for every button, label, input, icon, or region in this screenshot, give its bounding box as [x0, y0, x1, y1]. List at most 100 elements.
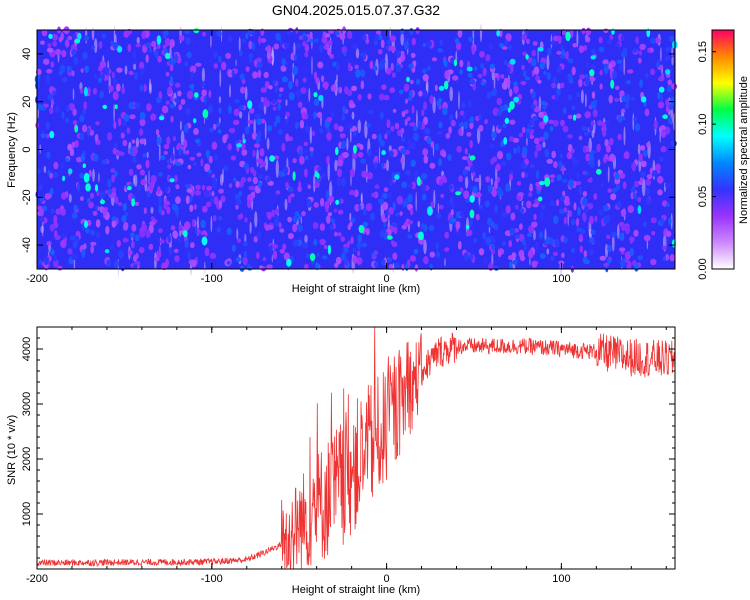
heatmap-cell	[95, 121, 100, 126]
heatmap-cell	[485, 54, 491, 62]
heatmap-cell	[429, 95, 434, 104]
heatmap-cell	[151, 40, 157, 48]
heatmap-cell	[239, 213, 244, 219]
heatmap-cell	[79, 114, 85, 123]
heatmap-cell	[450, 203, 456, 208]
heatmap-cell	[232, 119, 240, 126]
heatmap-cell	[448, 126, 452, 134]
heatmap-cell	[158, 172, 163, 177]
heatmap-cell	[352, 43, 358, 50]
heatmap-cell	[124, 211, 129, 217]
heatmap-cell	[390, 125, 395, 132]
heatmap-cell	[449, 196, 454, 205]
heatmap-cell	[458, 128, 463, 136]
heatmap-cell	[299, 119, 305, 129]
heatmap-cell	[249, 221, 252, 234]
heatmap-cell	[349, 168, 355, 178]
heatmap-cell	[104, 249, 110, 254]
heatmap-cell	[567, 57, 574, 64]
heatmap-cell	[120, 132, 125, 139]
heatmap-cell	[392, 252, 398, 260]
heatmap-cell	[170, 115, 174, 123]
heatmap-cell	[321, 172, 326, 179]
heatmap-cell	[38, 185, 43, 190]
heatmap-cell	[463, 190, 470, 200]
heatmap-cell	[333, 83, 336, 91]
heatmap-cell	[626, 80, 631, 85]
heatmap-cell	[394, 174, 400, 180]
heatmap-cell	[591, 48, 596, 55]
heatmap-cell	[601, 121, 607, 130]
snr-x-ticks: -200 -100 0 100	[26, 327, 667, 585]
heatmap-cell	[195, 184, 201, 190]
heatmap-cell	[351, 111, 355, 120]
heatmap-cell	[556, 174, 562, 181]
heatmap-cell	[483, 257, 488, 265]
heatmap-cell	[476, 127, 481, 144]
heatmap-cell	[499, 105, 504, 113]
heatmap-cell	[454, 38, 460, 44]
heatmap-cell	[324, 245, 328, 250]
heatmap-cell	[458, 175, 463, 183]
heatmap-cell	[106, 132, 113, 141]
heatmap-cell	[335, 199, 340, 205]
heatmap-cell	[546, 72, 552, 81]
heatmap-cell	[202, 205, 208, 213]
heatmap-cell	[263, 96, 268, 105]
heatmap-cell	[343, 256, 348, 266]
heatmap-cell	[571, 66, 576, 76]
heatmap-cell	[127, 43, 132, 53]
heatmap-cell	[45, 75, 51, 84]
heatmap-cell	[111, 187, 117, 193]
heatmap-cell	[482, 232, 487, 240]
heatmap-cell	[475, 192, 482, 198]
heatmap-cell	[286, 258, 292, 267]
heatmap-cell	[477, 73, 483, 79]
chart-title: GN04.2025.015.07.37.G32	[272, 2, 440, 18]
heatmap-cell	[517, 192, 524, 197]
heatmap-cell	[156, 43, 161, 49]
heatmap-cell	[567, 134, 573, 139]
heatmap-cell	[336, 177, 342, 187]
heatmap-cell	[133, 174, 135, 185]
heatmap-cell	[612, 234, 615, 252]
heatmap-cell	[630, 96, 636, 102]
heatmap-cell	[572, 114, 577, 121]
heatmap-cell	[378, 133, 382, 143]
heatmap-cell	[453, 59, 457, 67]
heatmap-cell	[567, 73, 573, 81]
heatmap-cell	[74, 140, 79, 148]
heatmap-cell	[186, 90, 194, 100]
heatmap-cell	[94, 38, 98, 53]
heatmap-cell	[386, 67, 392, 75]
heatmap-cell	[142, 153, 147, 158]
heatmap-cell	[496, 29, 501, 37]
heatmap-cell	[593, 193, 598, 200]
heatmap-cell	[114, 104, 118, 110]
heatmap-cell	[384, 210, 389, 219]
heatmap-cell	[621, 223, 626, 232]
heatmap-cell	[65, 157, 69, 163]
heatmap-cell	[330, 224, 334, 230]
heatmap-cell	[466, 229, 473, 237]
heatmap-cell	[213, 63, 219, 69]
heatmap-cell	[585, 61, 590, 69]
heatmap-cell	[552, 76, 557, 83]
heatmap-cell	[132, 264, 138, 269]
heatmap-cell	[600, 183, 604, 188]
heatmap-cell	[325, 208, 329, 213]
heatmap-cell	[490, 243, 495, 251]
heatmap-cell	[39, 217, 45, 222]
heatmap-cell	[167, 164, 172, 169]
heatmap-cell	[257, 69, 262, 79]
heatmap-cell	[520, 162, 527, 169]
heatmap-cell	[341, 140, 347, 148]
heatmap-cell	[539, 180, 545, 186]
heatmap-cell	[372, 65, 378, 72]
heatmap-cell	[72, 240, 78, 249]
heatmap-cell	[271, 46, 274, 66]
heatmap-cell	[553, 35, 559, 42]
heatmap-cell	[167, 86, 173, 95]
heatmap-cell	[349, 103, 356, 108]
heatmap-cell	[506, 66, 511, 74]
